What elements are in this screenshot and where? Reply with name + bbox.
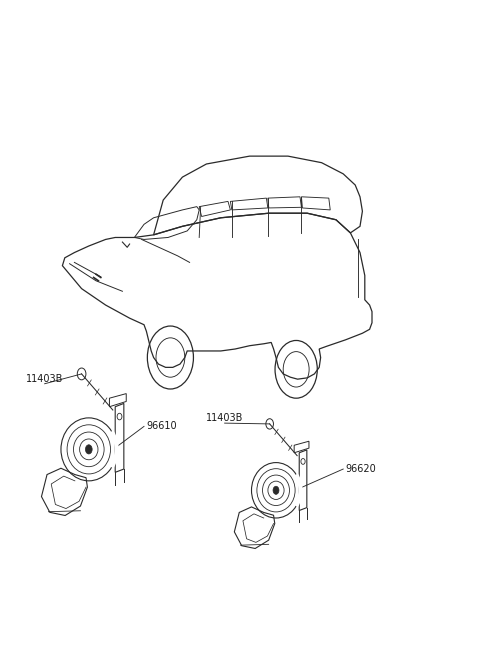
Circle shape: [273, 486, 279, 495]
Circle shape: [85, 445, 92, 454]
Text: 96620: 96620: [346, 464, 376, 474]
Text: 11403B: 11403B: [206, 413, 244, 423]
Circle shape: [266, 419, 274, 429]
Circle shape: [77, 368, 86, 380]
Text: 96610: 96610: [146, 421, 177, 432]
Text: 11403B: 11403B: [26, 374, 64, 384]
